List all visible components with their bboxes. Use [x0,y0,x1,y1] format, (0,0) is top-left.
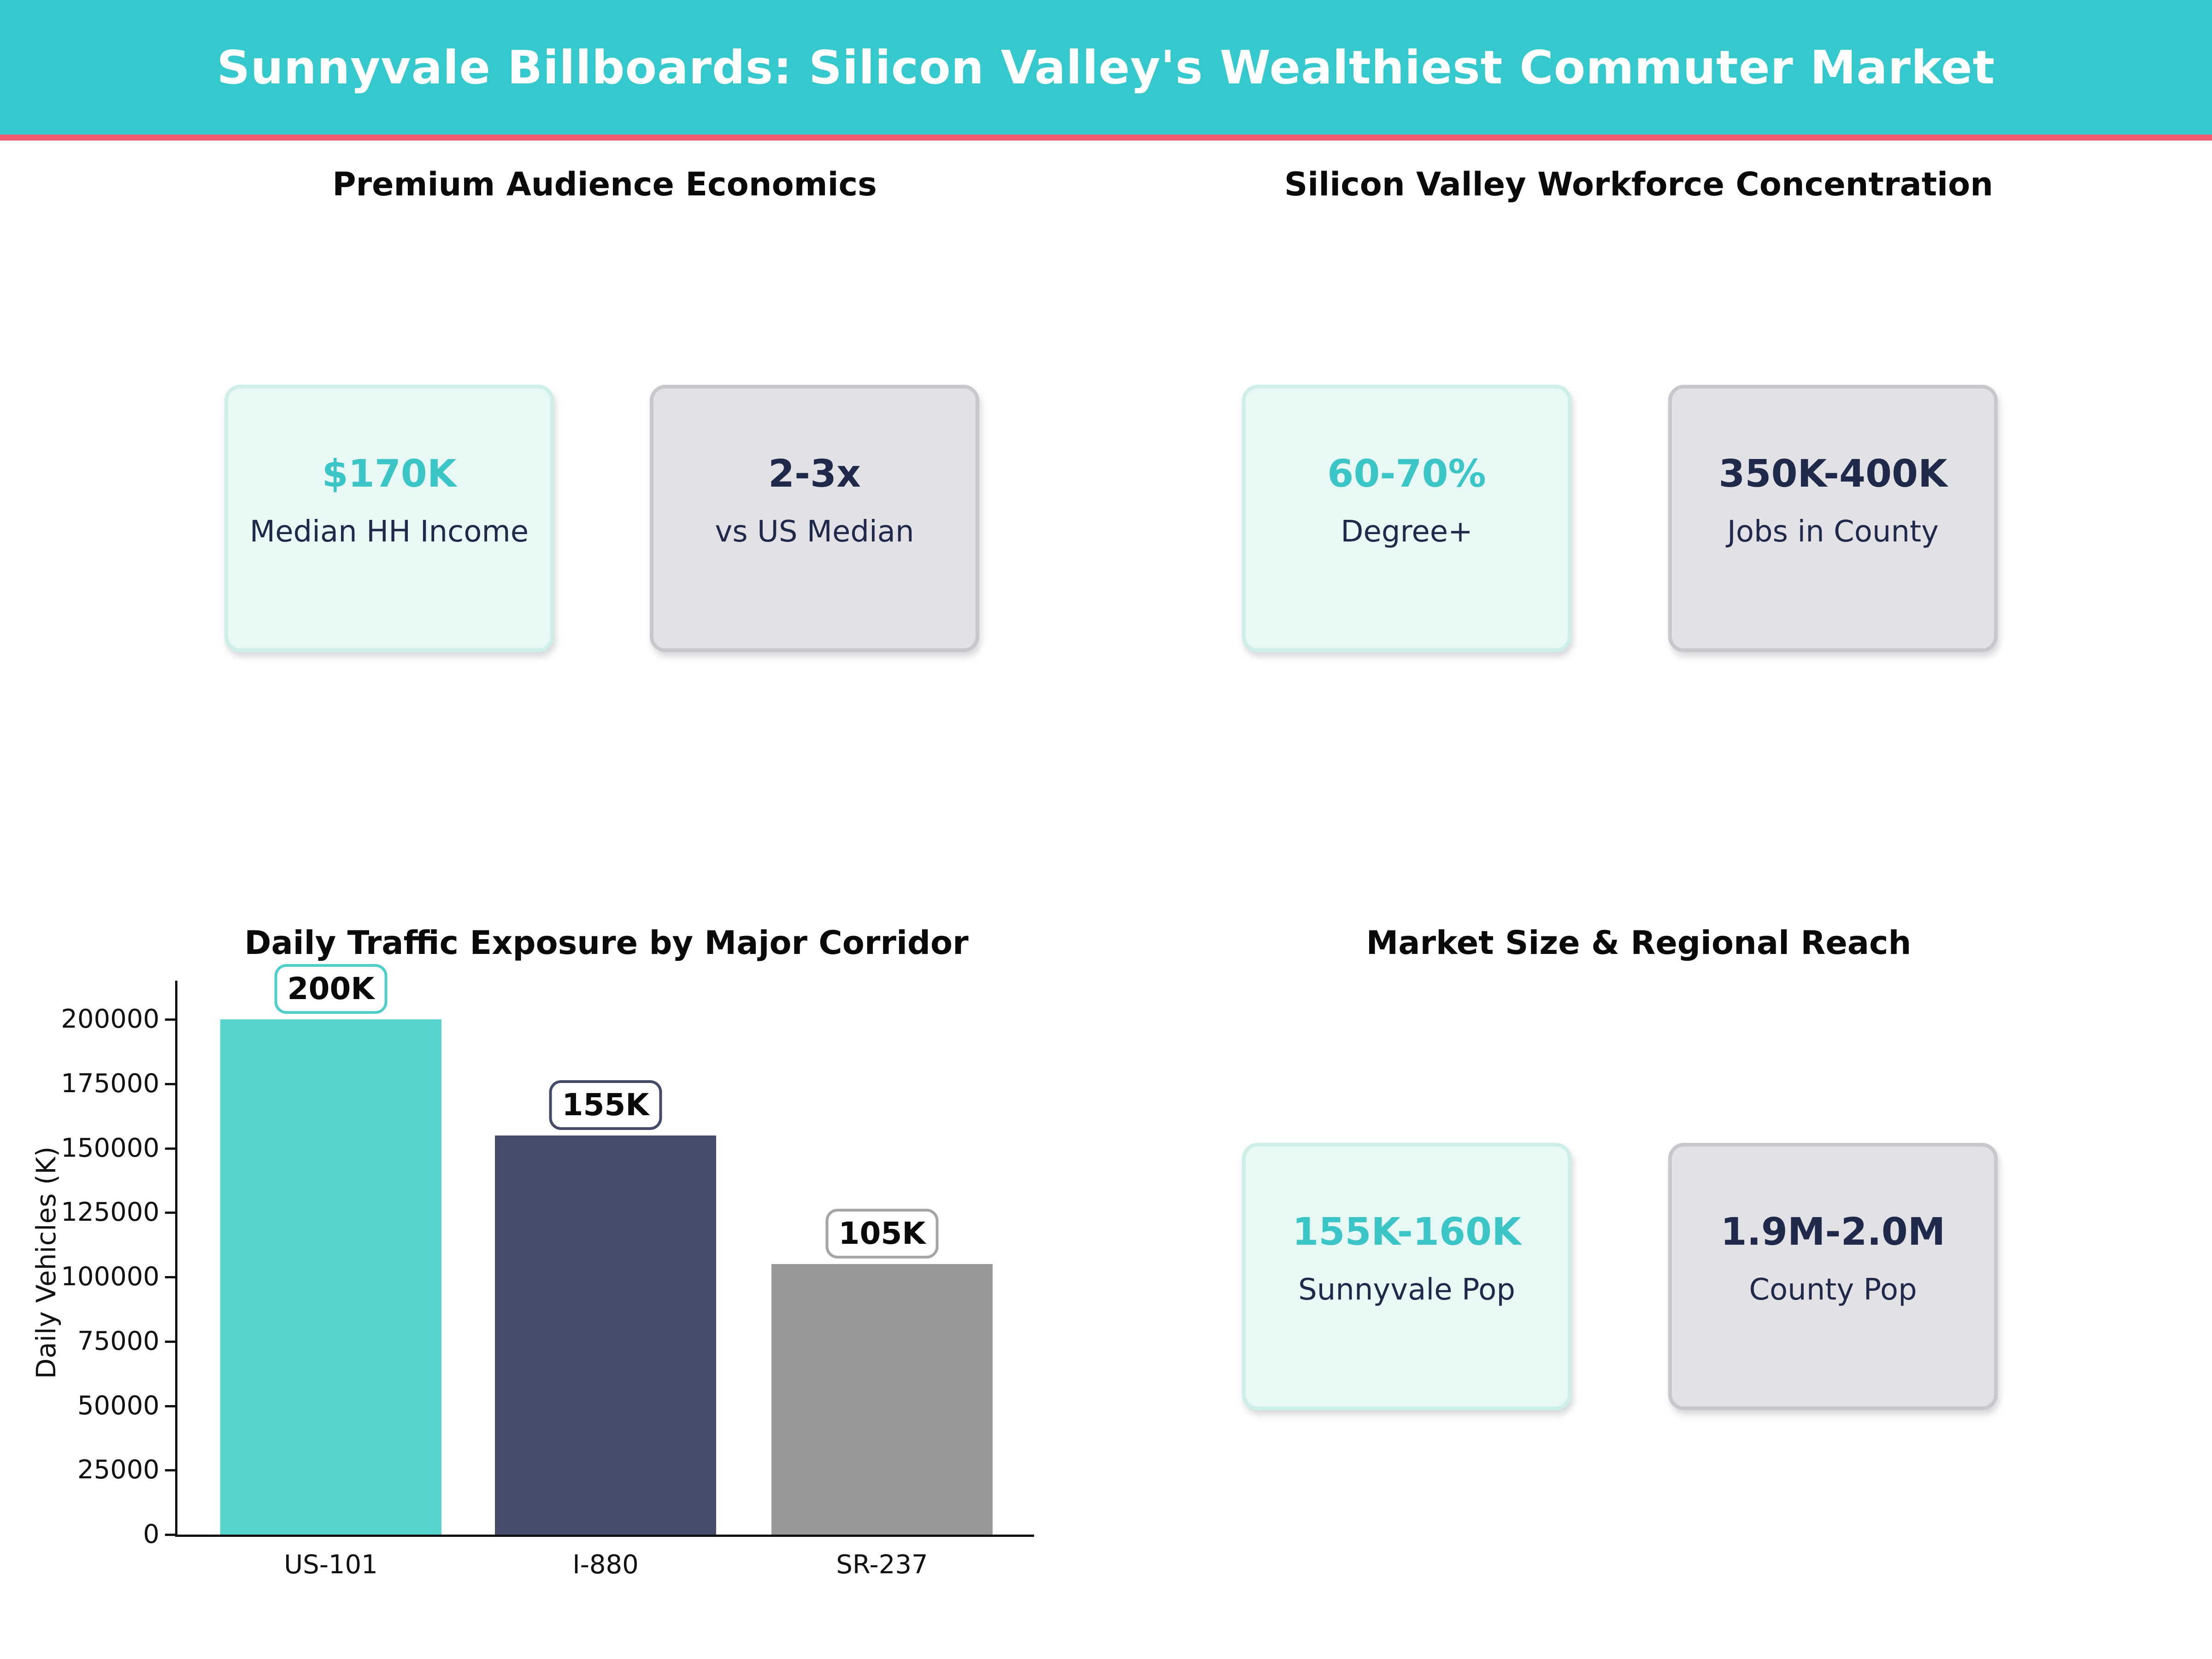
header-accent-line [0,135,2212,141]
stat-value: 1.9M-2.0M [1720,1210,1946,1254]
stat-value: 350K-400K [1718,452,1947,496]
y-tick-label: 200000 [61,1004,159,1034]
y-tick-label: 25000 [77,1455,159,1485]
bar-value-label: 155K [549,1080,662,1130]
y-tick-label: 175000 [61,1068,159,1099]
y-tick-label: 150000 [61,1133,159,1163]
y-axis-tick [165,1276,175,1278]
x-tick-label: I-880 [572,1550,639,1580]
y-tick-label: 50000 [77,1390,159,1421]
header-banner: Sunnyvale Billboards: Silicon Valley's W… [0,0,2212,135]
x-tick-label: US-101 [284,1550,378,1580]
stat-label: Degree+ [1341,515,1473,549]
stat-card-median-income: $170K Median HH Income [224,385,554,652]
section-title-economics: Premium Audience Economics [332,165,877,203]
stat-label: Median HH Income [249,515,529,549]
y-tick-label: 0 [143,1519,159,1549]
y-axis-tick [165,1534,175,1536]
chart-title-traffic: Daily Traffic Exposure by Major Corridor [244,924,969,962]
section-title-market: Market Size & Regional Reach [1366,924,1912,962]
y-axis-tick [165,1147,175,1150]
stat-label: vs US Median [715,515,914,549]
stat-value: $170K [322,452,457,496]
bar-i-880 [495,1135,716,1535]
page-title: Sunnyvale Billboards: Silicon Valley's W… [217,40,1995,94]
x-axis-spine [175,1535,1034,1537]
bar-sr-237 [771,1264,993,1535]
y-axis-tick [165,1405,175,1407]
stat-card-vs-us-median: 2-3x vs US Median [650,385,979,652]
stat-card-sunnyvale-pop: 155K-160K Sunnyvale Pop [1242,1143,1571,1410]
bar-value-label: 105K [825,1209,939,1259]
bar-us-101 [220,1019,441,1535]
stat-value: 2-3x [768,452,861,496]
section-title-workforce: Silicon Valley Workforce Concentration [1284,165,1994,203]
stat-card-jobs: 350K-400K Jobs in County [1668,385,1998,652]
stat-card-degree: 60-70% Degree+ [1242,385,1571,652]
y-tick-label: 100000 [61,1262,159,1292]
y-axis-tick [165,1082,175,1085]
y-axis-spine [175,981,177,1537]
stat-label: County Pop [1749,1273,1917,1307]
y-axis-tick [165,1340,175,1343]
stat-value: 155K-160K [1292,1210,1521,1254]
stat-card-county-pop: 1.9M-2.0M County Pop [1668,1143,1998,1410]
y-axis-tick [165,1018,175,1021]
y-axis-tick [165,1212,175,1214]
stat-value: 60-70% [1327,452,1486,496]
y-axis-tick [165,1469,175,1472]
bar-value-label: 200K [274,964,388,1014]
x-tick-label: SR-237 [836,1550,928,1580]
y-tick-label: 125000 [61,1197,159,1228]
y-tick-label: 75000 [77,1326,159,1356]
stat-label: Sunnyvale Pop [1298,1273,1515,1307]
stat-label: Jobs in County [1727,515,1939,549]
